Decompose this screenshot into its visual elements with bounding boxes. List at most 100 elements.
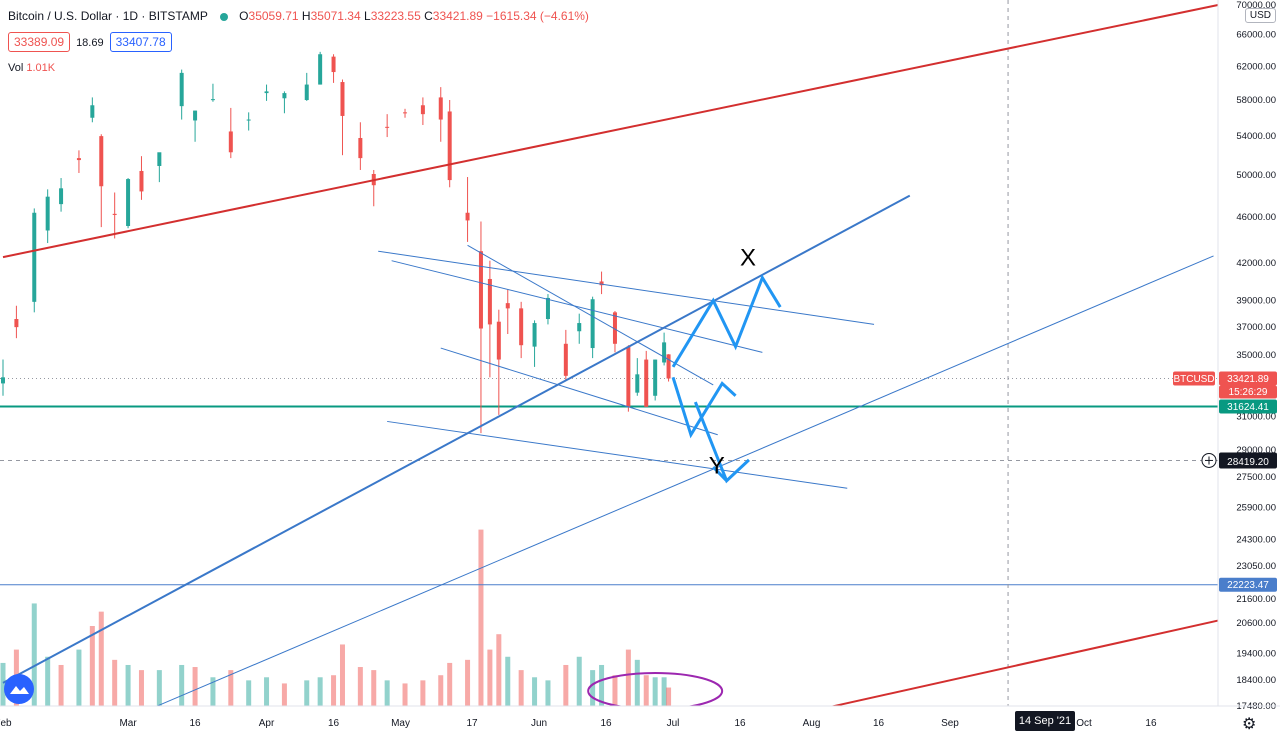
volume-bar xyxy=(447,662,453,706)
candle-body xyxy=(228,131,233,153)
x-tick-label: Aug xyxy=(803,718,821,729)
volume-bar xyxy=(532,677,538,706)
trendline-7[interactable] xyxy=(440,347,718,436)
candle-body xyxy=(612,312,617,344)
volume-bar xyxy=(156,670,162,706)
trendline-6[interactable] xyxy=(467,244,714,386)
volume-bar xyxy=(179,664,185,706)
x-tick-label: Jul xyxy=(667,718,680,729)
volume-bar xyxy=(652,677,658,706)
x-tick-label: 16 xyxy=(1145,718,1157,729)
volume-bar xyxy=(402,683,408,706)
trendline-5[interactable] xyxy=(391,260,763,353)
volume-bar xyxy=(125,664,131,706)
y-tick-label: 54000.00 xyxy=(1236,131,1276,142)
candle-body xyxy=(99,136,104,187)
candle-body xyxy=(304,84,309,101)
y-tick-label: 24300.00 xyxy=(1236,535,1276,546)
y-tick-label: 66000.00 xyxy=(1236,30,1276,41)
volume-bar xyxy=(31,603,37,706)
trendline-3[interactable] xyxy=(110,255,1214,727)
volume-bar xyxy=(496,634,502,706)
y-tick-label: 21600.00 xyxy=(1236,594,1276,605)
trendline-8[interactable] xyxy=(387,420,848,489)
candle-body xyxy=(532,323,537,347)
volume-bar xyxy=(478,529,484,706)
candle-body xyxy=(193,110,198,121)
last-price-label-bg xyxy=(1219,371,1277,386)
sell-price-button[interactable]: 33389.09 xyxy=(8,32,71,52)
legend-change: −1615.34 (−4.61%) xyxy=(486,9,589,23)
candle-body xyxy=(505,303,510,309)
y-tick-label: 39000.00 xyxy=(1236,296,1276,307)
candle-body xyxy=(577,323,582,332)
candle-body xyxy=(403,112,408,114)
candle-body xyxy=(32,212,37,302)
candle-body xyxy=(358,137,363,159)
candle-body xyxy=(420,105,425,115)
candle-body xyxy=(331,56,336,73)
currency-button[interactable]: USD xyxy=(1244,8,1276,23)
projection-arrow[interactable] xyxy=(693,401,750,484)
volume-bar xyxy=(563,664,569,706)
candle-body xyxy=(626,346,631,407)
volume-bar xyxy=(210,677,216,706)
volume-bar xyxy=(371,670,377,706)
projection-arrow[interactable] xyxy=(671,274,782,368)
candle-body xyxy=(590,299,595,349)
y-tick-label: 35000.00 xyxy=(1236,350,1276,361)
volume-bar xyxy=(384,680,390,706)
quote-row: 33389.09 18.69 33407.78 xyxy=(8,32,172,52)
last-price-label: 33421.89 xyxy=(1227,374,1269,385)
candle-body xyxy=(599,281,604,286)
volume-bar xyxy=(76,649,82,706)
volume-bar xyxy=(264,677,270,706)
legend-title: Bitcoin / U.S. Dollar · 1D · BITSTAMP xyxy=(8,9,208,23)
buy-price-button[interactable]: 33407.78 xyxy=(109,32,172,52)
x-tick-label: 17 xyxy=(466,718,478,729)
candle-body xyxy=(282,93,287,99)
volume-bar xyxy=(545,680,551,706)
volume-bar xyxy=(438,675,444,706)
y-tick-label: 62000.00 xyxy=(1236,61,1276,72)
legend-close: 33421.89 xyxy=(432,9,483,23)
candle-body xyxy=(519,308,524,346)
volume-bar xyxy=(518,670,524,706)
volume-bar xyxy=(612,675,618,706)
volume-bar xyxy=(599,664,605,706)
projection-arrow[interactable] xyxy=(671,376,737,439)
candle-body xyxy=(545,297,550,320)
x-tick-label: 16 xyxy=(873,718,885,729)
candle-body xyxy=(210,99,215,101)
countdown-label-bg xyxy=(1219,385,1277,399)
volume-bar xyxy=(420,680,426,706)
volume-bar xyxy=(281,683,287,706)
volume-bar xyxy=(357,667,363,706)
y-tick-label: 19400.00 xyxy=(1236,648,1276,659)
trendline-0[interactable] xyxy=(2,4,1219,259)
x-tick-label: 16 xyxy=(328,718,340,729)
legend-symbol-row: Bitcoin / U.S. Dollar · 1D · BITSTAMP O3… xyxy=(8,9,589,23)
level-price-label-bg xyxy=(1219,577,1277,592)
candle-body xyxy=(179,72,184,107)
volume-bar xyxy=(138,670,144,706)
y-tick-label: 18400.00 xyxy=(1236,675,1276,686)
x-tick-label: Mar xyxy=(119,718,137,729)
gear-icon[interactable]: ⚙ xyxy=(1242,716,1257,733)
price-axis[interactable] xyxy=(1218,0,1280,735)
legend-ohlc: O35059.71 H35071.34 L33223.55 C33421.89 … xyxy=(239,9,589,23)
trendline-4[interactable] xyxy=(378,250,875,325)
candle-body xyxy=(14,319,19,328)
logo-icon[interactable] xyxy=(4,674,34,704)
spread-value: 18.69 xyxy=(76,37,104,49)
x-tick-label: May xyxy=(391,718,410,729)
x-tick-label: Sep xyxy=(941,718,959,729)
trendline-2[interactable] xyxy=(2,194,911,684)
candle-body xyxy=(487,278,492,325)
candle-body xyxy=(385,126,390,128)
volume-bar xyxy=(339,644,345,706)
volume-bar xyxy=(661,677,667,706)
legend-high: 35071.34 xyxy=(310,9,361,23)
y-tick-label: 70000.00 xyxy=(1236,0,1276,11)
